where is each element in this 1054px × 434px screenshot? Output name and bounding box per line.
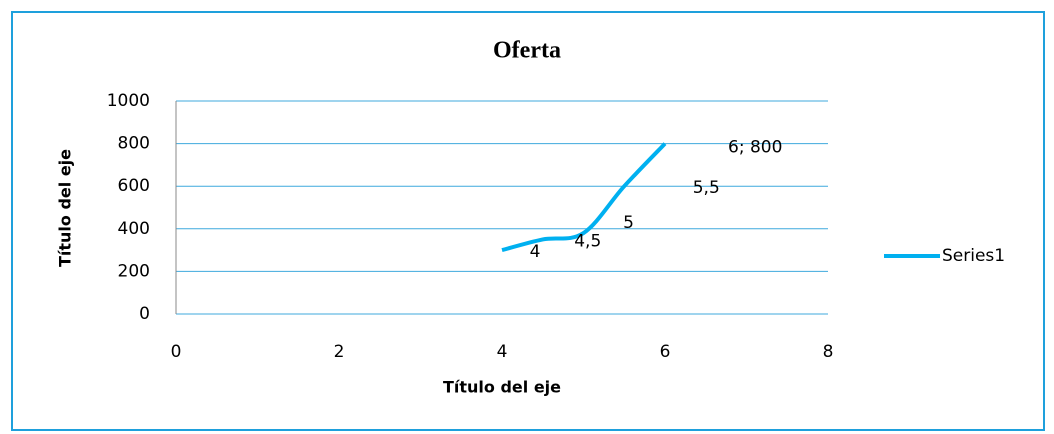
legend-label: Series1 [942,246,1005,266]
x-tick-label: 4 [497,342,508,362]
x-tick-label: 8 [823,342,834,362]
chart-frame [11,11,1045,431]
y-tick-label: 0 [139,304,150,324]
chart-title: Oferta [493,38,561,64]
data-label: 4 [530,242,541,262]
x-tick-label: 2 [334,342,345,362]
y-tick-label: 400 [118,219,150,239]
data-label: 4,5 [574,231,601,251]
x-tick-label: 6 [660,342,671,362]
series-line [501,142,667,253]
x-tick-label: 0 [171,342,182,362]
y-tick-label: 200 [118,261,150,281]
y-tick-label: 1000 [107,91,150,111]
data-label: 5 [623,213,634,233]
y-tick-label: 600 [118,176,150,196]
data-label: 6; 800 [728,138,782,158]
y-tick-label: 800 [118,134,150,154]
x-axis-title: Título del eje [443,378,561,397]
data-label: 5,5 [693,178,720,198]
y-axis-title: Título del eje [56,149,75,267]
